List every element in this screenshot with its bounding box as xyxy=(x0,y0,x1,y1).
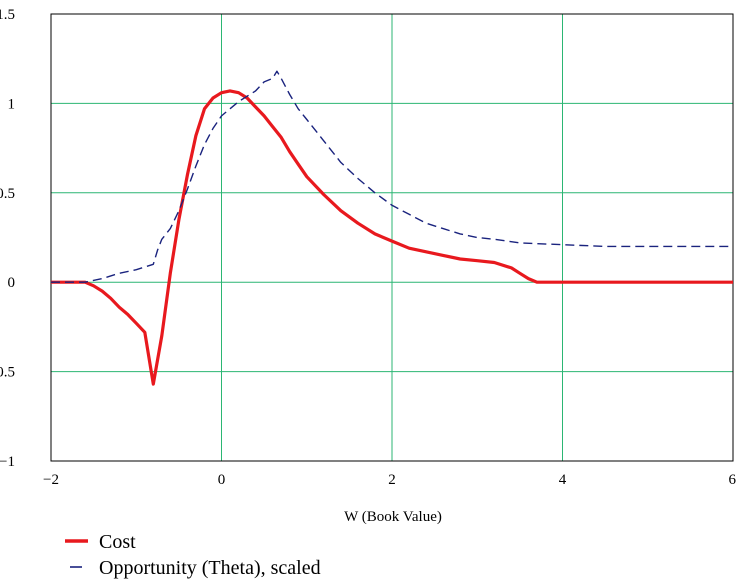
series-lines xyxy=(51,70,733,386)
y-tick-label: 0.5 xyxy=(0,186,15,202)
cost-series-line xyxy=(51,89,733,386)
plot-frame xyxy=(50,13,734,462)
x-tick-label: 6 xyxy=(729,472,737,488)
x-tick-label: 4 xyxy=(559,472,567,488)
tick-labels: −1 −0.5 0 0.5 1 1.5 −2 0 2 4 6 xyxy=(0,7,737,488)
y-tick-label: 1.5 xyxy=(0,7,15,23)
legend: Cost Opportunity (Theta), scaled xyxy=(65,531,321,579)
x-tick-label: 0 xyxy=(218,472,226,488)
y-tick-label: 0 xyxy=(8,275,16,291)
opportunity-series-line xyxy=(51,70,733,283)
legend-label: Cost xyxy=(99,531,136,553)
y-tick-label: −1 xyxy=(0,454,15,470)
grid xyxy=(51,14,733,461)
x-tick-label: −2 xyxy=(43,472,59,488)
y-tick-label: −0.5 xyxy=(0,365,15,381)
y-tick-label: 1 xyxy=(8,96,16,112)
x-tick-label: 2 xyxy=(388,472,396,488)
legend-label: Opportunity (Theta), scaled xyxy=(99,557,321,579)
x-axis-title: W (Book Value) xyxy=(344,509,442,525)
